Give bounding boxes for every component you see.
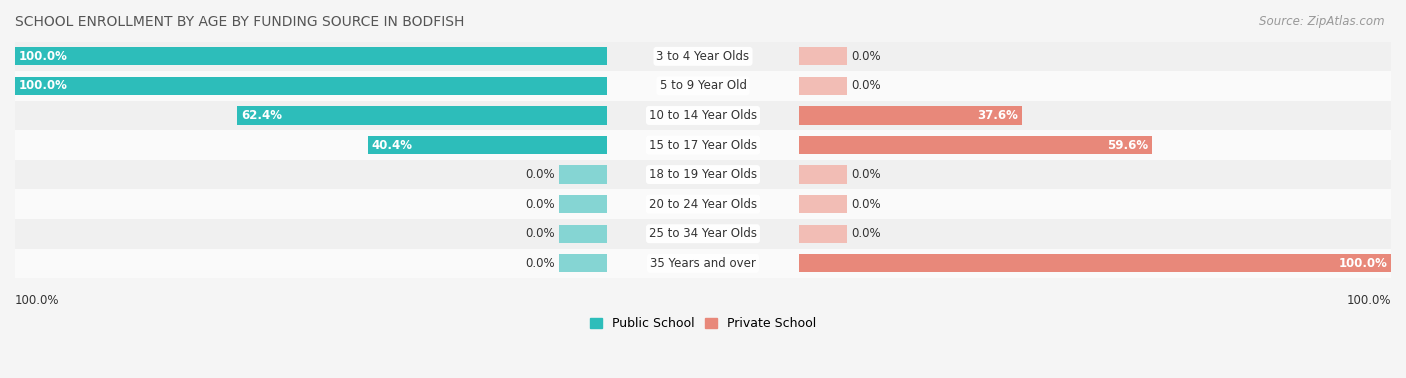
- Text: 35 Years and over: 35 Years and over: [650, 257, 756, 270]
- Bar: [558, 166, 606, 184]
- Text: 0.0%: 0.0%: [526, 227, 555, 240]
- Text: 10 to 14 Year Olds: 10 to 14 Year Olds: [650, 109, 756, 122]
- Bar: [800, 166, 848, 184]
- Bar: [15, 71, 1391, 101]
- Bar: [15, 130, 1391, 160]
- Bar: [558, 254, 606, 273]
- Legend: Public School, Private School: Public School, Private School: [589, 317, 817, 330]
- Bar: [800, 195, 848, 213]
- Text: 40.4%: 40.4%: [371, 139, 412, 152]
- Text: Source: ZipAtlas.com: Source: ZipAtlas.com: [1260, 15, 1385, 28]
- Bar: [800, 136, 1152, 154]
- Bar: [558, 225, 606, 243]
- Text: 0.0%: 0.0%: [526, 168, 555, 181]
- Text: 0.0%: 0.0%: [851, 227, 880, 240]
- Text: 5 to 9 Year Old: 5 to 9 Year Old: [659, 79, 747, 92]
- Bar: [800, 77, 848, 95]
- Text: 37.6%: 37.6%: [977, 109, 1018, 122]
- Bar: [15, 160, 1391, 189]
- Bar: [15, 189, 1391, 219]
- Text: 0.0%: 0.0%: [851, 79, 880, 92]
- Text: 100.0%: 100.0%: [18, 79, 67, 92]
- Bar: [558, 195, 606, 213]
- Text: 0.0%: 0.0%: [851, 168, 880, 181]
- Text: 0.0%: 0.0%: [851, 50, 880, 63]
- Bar: [238, 106, 606, 125]
- Text: 0.0%: 0.0%: [851, 198, 880, 211]
- Text: 18 to 19 Year Olds: 18 to 19 Year Olds: [650, 168, 756, 181]
- Text: 100.0%: 100.0%: [1347, 294, 1391, 307]
- Bar: [800, 225, 848, 243]
- Text: 15 to 17 Year Olds: 15 to 17 Year Olds: [650, 139, 756, 152]
- Text: 0.0%: 0.0%: [526, 198, 555, 211]
- Bar: [15, 101, 1391, 130]
- Bar: [15, 47, 606, 65]
- Bar: [800, 254, 1391, 273]
- Bar: [800, 47, 848, 65]
- Bar: [367, 136, 606, 154]
- Text: 100.0%: 100.0%: [1339, 257, 1388, 270]
- Bar: [800, 106, 1022, 125]
- Text: 20 to 24 Year Olds: 20 to 24 Year Olds: [650, 198, 756, 211]
- Text: 3 to 4 Year Olds: 3 to 4 Year Olds: [657, 50, 749, 63]
- Bar: [15, 77, 606, 95]
- Text: 25 to 34 Year Olds: 25 to 34 Year Olds: [650, 227, 756, 240]
- Text: SCHOOL ENROLLMENT BY AGE BY FUNDING SOURCE IN BODFISH: SCHOOL ENROLLMENT BY AGE BY FUNDING SOUR…: [15, 15, 464, 29]
- Bar: [15, 42, 1391, 71]
- Bar: [15, 219, 1391, 248]
- Text: 100.0%: 100.0%: [18, 50, 67, 63]
- Text: 100.0%: 100.0%: [15, 294, 59, 307]
- Text: 0.0%: 0.0%: [526, 257, 555, 270]
- Bar: [15, 248, 1391, 278]
- Text: 62.4%: 62.4%: [240, 109, 283, 122]
- Text: 59.6%: 59.6%: [1108, 139, 1149, 152]
